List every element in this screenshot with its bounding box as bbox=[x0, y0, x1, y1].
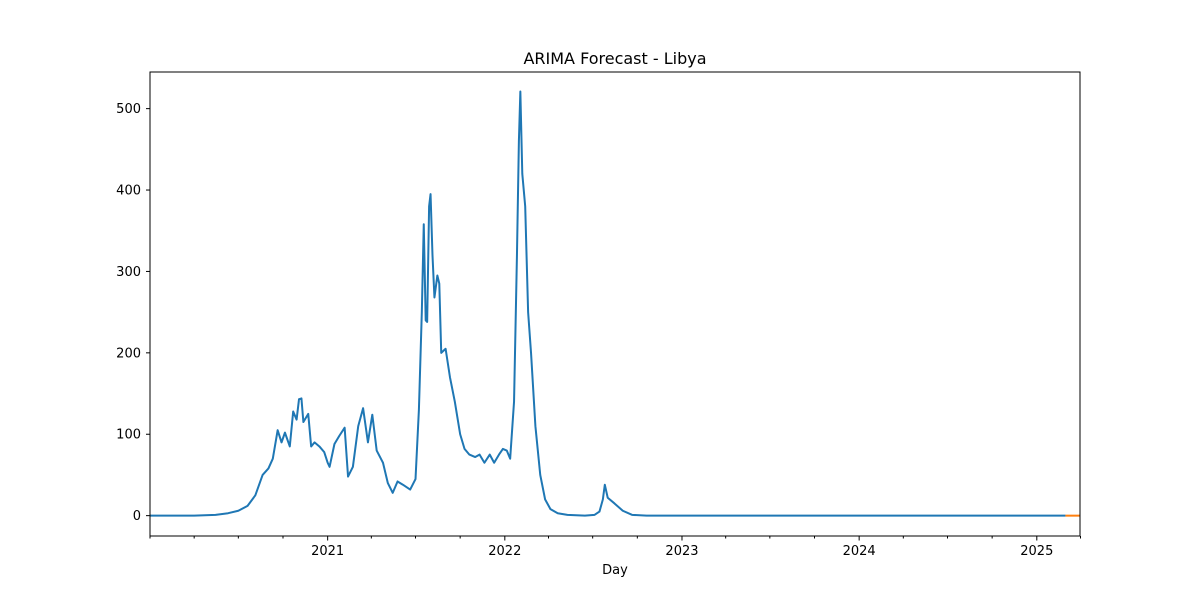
y-tick-label: 0 bbox=[133, 509, 141, 524]
series-line-1 bbox=[150, 90, 1066, 517]
y-tick-label: 400 bbox=[116, 184, 141, 199]
x-tick-label: 2023 bbox=[665, 544, 698, 559]
y-tick-label: 100 bbox=[116, 428, 141, 443]
y-axis: 0 100 200 300 400 500 bbox=[116, 102, 150, 524]
series-layer bbox=[150, 90, 1080, 517]
x-axis: 2021 2022 2023 2024 2025 bbox=[149, 536, 1081, 559]
x-tick-label: 2022 bbox=[488, 544, 521, 559]
x-tick-label: 2024 bbox=[843, 544, 876, 559]
y-tick-label: 500 bbox=[116, 102, 141, 117]
x-tick-label: 2021 bbox=[311, 544, 344, 559]
y-tick-label: 300 bbox=[116, 265, 141, 280]
x-axis-label: Day bbox=[602, 563, 628, 578]
chart-title: ARIMA Forecast - Libya bbox=[523, 49, 706, 68]
y-tick-label: 200 bbox=[116, 346, 141, 361]
plot-frame bbox=[149, 71, 1081, 537]
x-tick-label: 2025 bbox=[1020, 544, 1053, 559]
